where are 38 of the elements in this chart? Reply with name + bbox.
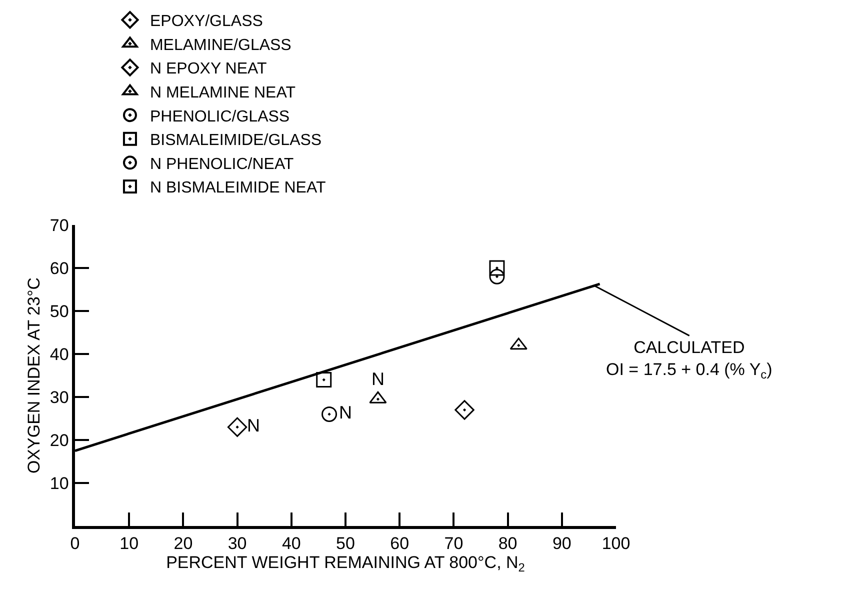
legend-label: N MELAMINE NEAT: [150, 84, 296, 102]
x-tick-label: 100: [602, 534, 630, 554]
point: [454, 400, 474, 420]
point: [489, 268, 505, 284]
legend-label: N EPOXY NEAT: [150, 60, 267, 78]
point: [316, 372, 332, 388]
point: [489, 260, 505, 276]
x-tick-label: 50: [336, 534, 355, 554]
x-tick-label: 0: [70, 534, 80, 554]
y-tick-label: 60: [50, 258, 69, 278]
legend-label: BISMALEIMIDE/GLASS: [150, 132, 322, 150]
y-tick-label: 70: [50, 216, 69, 235]
data-label: N: [371, 368, 384, 389]
y-tick-label: 10: [50, 474, 69, 493]
y-tick-label: 40: [50, 344, 69, 364]
point: [322, 406, 338, 422]
legend-label: EPOXY/GLASS: [150, 13, 263, 30]
x-tick-label: 30: [228, 534, 247, 554]
x-tick-label: 10: [120, 534, 139, 554]
annotation: CALCULATED OI = 17.5 + 0.4 (% Y$_{c}$): [606, 338, 772, 382]
x-tick-label: 20: [174, 534, 193, 554]
data-label: N: [339, 402, 352, 423]
x-tick-label: 90: [552, 534, 572, 554]
legend-label: MELAMINE/GLASS: [150, 36, 292, 54]
x-tick-label: 70: [444, 534, 464, 554]
y-tick-label: 30: [50, 388, 69, 407]
x-axis-title: PERCENT WEIGHT REMAINING AT 800°C, N$_{2}$: [166, 553, 526, 575]
x-tick-label: 80: [498, 534, 518, 554]
y-tick-label: 50: [50, 302, 69, 321]
x-tick-label: 40: [282, 534, 301, 554]
legend-label: PHENOLIC/GLASS: [150, 108, 290, 126]
legend-label: N PHENOLIC/NEAT: [150, 156, 294, 173]
legend-label: N BISMALEIMIDE NEAT: [150, 180, 326, 197]
point: [227, 417, 248, 437]
y-axis-title: OXYGEN INDEX AT 23°C: [24, 277, 44, 474]
data-label: N: [247, 416, 260, 436]
y-tick-label: 20: [50, 430, 69, 450]
x-tick-label: 60: [390, 534, 410, 554]
